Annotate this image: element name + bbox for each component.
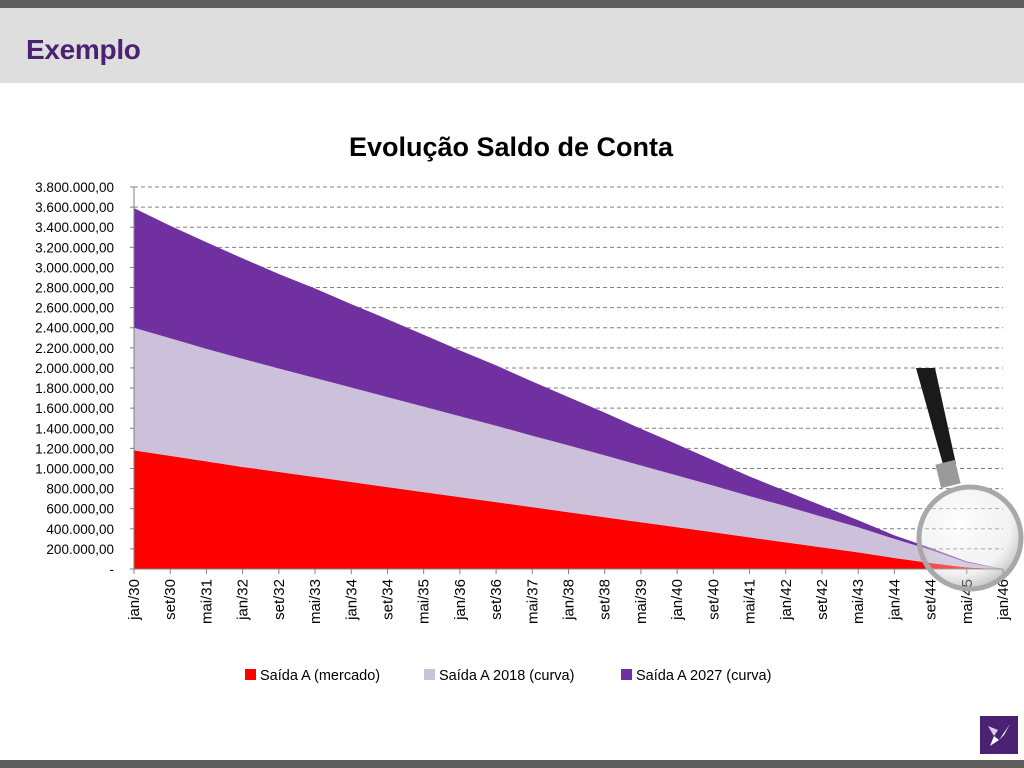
x-axis-ticks: jan/30 set/30 mai/31 jan/32 set/32 mai/33 jan/… [126,569,1012,624]
y-tick-label: 800.000,00 [46,482,114,497]
magnifying-glass-icon [916,368,1024,592]
x-tick-label: mai/31 [198,579,215,624]
y-tick-label: 3.000.000,00 [35,260,114,275]
company-logo-icon [980,716,1018,754]
y-tick-label: 1.000.000,00 [35,461,114,476]
x-tick-label: mai/35 [416,579,433,624]
x-tick-label: jan/40 [669,579,686,621]
chart-title: Evolução Saldo de Conta [349,132,674,162]
x-tick-label: jan/46 [995,579,1012,621]
x-tick-label: set/30 [162,579,179,620]
x-tick-label: mai/33 [307,579,324,624]
y-tick-label: 2.800.000,00 [35,281,114,296]
x-tick-label: mai/41 [742,579,759,624]
y-axis-ticks: - 200.000,00 400.000,00 600.000,00 800.000,0… [35,180,134,577]
chart-legend: Saída A (mercado) Saída A 2018 (curva) Saí… [245,668,771,684]
x-tick-label: set/38 [597,579,614,620]
y-tick-label: 1.600.000,00 [35,401,114,416]
top-bar [0,0,1024,8]
y-tick-label: 200.000,00 [46,542,114,557]
y-tick-label: 3.400.000,00 [35,220,114,235]
x-tick-label: set/44 [923,579,940,620]
slide-title: Exemplo [26,34,141,65]
x-tick-label: jan/42 [778,579,795,621]
y-tick-label: - [110,562,115,577]
bottom-bar [0,760,1024,768]
legend-swatch [621,669,632,680]
x-tick-label: jan/38 [561,579,578,621]
y-tick-label: 1.200.000,00 [35,441,114,456]
series-area-2 [134,327,1003,569]
x-tick-label: set/36 [488,579,505,620]
legend-label: Saída A (mercado) [260,668,380,684]
x-tick-label: mai/43 [850,579,867,624]
magnifier-collar [935,459,961,489]
y-tick-label: 2.600.000,00 [35,301,114,316]
x-tick-label: mai/37 [524,579,541,624]
y-tick-label: 2.000.000,00 [35,361,114,376]
chart-areas [134,208,1003,569]
y-tick-label: 3.800.000,00 [35,180,114,195]
y-tick-label: 2.400.000,00 [35,321,114,336]
x-tick-label: jan/32 [235,579,252,621]
magnifier-lens [916,484,1024,592]
y-tick-label: 3.600.000,00 [35,200,114,215]
legend-label: Saída A 2027 (curva) [636,668,771,684]
slide-header: Exemplo [0,8,1024,83]
legend-swatch [424,669,435,680]
series-area-1 [134,450,1003,569]
x-tick-label: set/42 [814,579,831,620]
y-tick-label: 1.800.000,00 [35,381,114,396]
legend-label: Saída A 2018 (curva) [439,668,574,684]
x-tick-label: jan/30 [126,579,143,621]
y-tick-label: 2.200.000,00 [35,341,114,356]
y-tick-label: 600.000,00 [46,502,114,517]
x-tick-label: mai/39 [633,579,650,624]
y-tick-label: 1.400.000,00 [35,421,114,436]
legend-swatch [245,669,256,680]
y-tick-label: 3.200.000,00 [35,240,114,255]
x-tick-label: jan/44 [886,579,903,621]
x-tick-label: jan/36 [452,579,469,621]
y-tick-label: 400.000,00 [46,522,114,537]
x-tick-label: set/32 [271,579,288,620]
x-tick-label: set/34 [379,579,396,620]
x-tick-label: set/40 [705,579,722,620]
x-tick-label: jan/34 [343,579,360,621]
magnifier-handle [916,368,956,468]
